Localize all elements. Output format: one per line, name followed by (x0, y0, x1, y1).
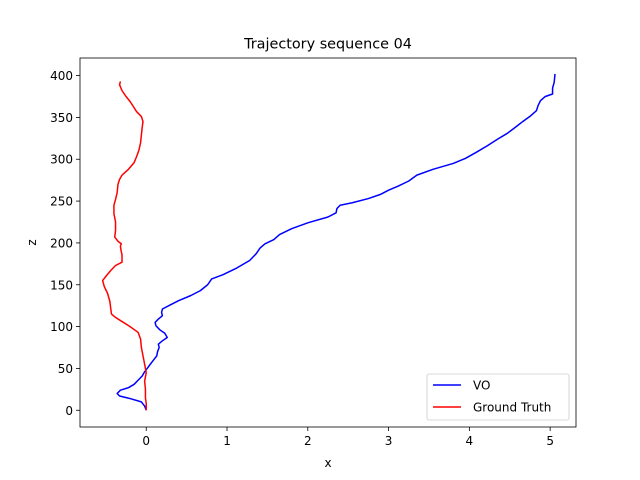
x-tick-label: 1 (223, 434, 231, 448)
x-axis-label: x (324, 456, 331, 470)
y-tick-label: 150 (50, 278, 73, 292)
y-axis-ticks: 0 50 100 150 200 250 300 350 400 (50, 69, 80, 418)
x-tick-label: 3 (385, 434, 393, 448)
x-tick-label: 4 (466, 434, 474, 448)
x-tick-label: 0 (142, 434, 150, 448)
y-tick-label: 350 (50, 111, 73, 125)
x-tick-label: 2 (304, 434, 312, 448)
legend-label-ground-truth: Ground Truth (473, 401, 551, 415)
y-tick-label: 100 (50, 320, 73, 334)
y-tick-label: 300 (50, 153, 73, 167)
legend-box (426, 373, 570, 421)
plot-area-frame (79, 57, 577, 428)
y-axis-label: z (25, 239, 39, 245)
legend: VO Ground Truth (426, 373, 570, 421)
chart-title: Trajectory sequence 04 (243, 37, 412, 53)
y-tick-label: 200 (50, 236, 73, 250)
x-tick-label: 5 (546, 434, 554, 448)
x-axis-ticks: 0 1 2 3 4 5 (142, 427, 554, 448)
legend-label-vo: VO (473, 379, 490, 393)
y-tick-label: 0 (65, 404, 73, 418)
series-line-vo (116, 73, 556, 411)
y-tick-label: 400 (50, 69, 73, 83)
y-tick-label: 250 (50, 195, 73, 209)
y-tick-label: 50 (58, 362, 73, 376)
series-line-ground-truth (101, 81, 147, 411)
